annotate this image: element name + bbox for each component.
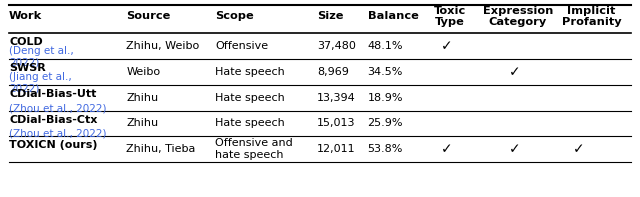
Text: Scope: Scope (215, 11, 254, 21)
Text: 13,394: 13,394 (317, 93, 356, 103)
Text: Toxic
Type: Toxic Type (434, 6, 466, 27)
Text: Balance: Balance (367, 11, 419, 21)
Text: SWSR: SWSR (9, 63, 46, 73)
Text: 15,013: 15,013 (317, 118, 355, 128)
Text: ✓: ✓ (509, 65, 520, 79)
Text: (Zhou et al., 2022): (Zhou et al., 2022) (9, 103, 107, 113)
Text: 37,480: 37,480 (317, 41, 356, 51)
Text: Offensive and
hate speech: Offensive and hate speech (215, 138, 293, 160)
Text: 18.9%: 18.9% (367, 93, 403, 103)
Text: 34.5%: 34.5% (367, 67, 403, 77)
Text: TOXICN (ours): TOXICN (ours) (9, 140, 98, 151)
Text: 8,969: 8,969 (317, 67, 349, 77)
Text: 53.8%: 53.8% (367, 144, 403, 154)
Text: Weibo: Weibo (127, 67, 161, 77)
Text: 25.9%: 25.9% (367, 118, 403, 128)
Text: ✓: ✓ (441, 142, 452, 156)
Text: (Jiang et al.,
2022): (Jiang et al., 2022) (9, 72, 72, 93)
Text: Zhihu: Zhihu (127, 93, 159, 103)
Text: Work: Work (9, 11, 42, 21)
Text: ✓: ✓ (509, 142, 520, 156)
Text: Zhihu: Zhihu (127, 118, 159, 128)
Text: 48.1%: 48.1% (367, 41, 403, 51)
Text: Zhihu, Weibo: Zhihu, Weibo (127, 41, 200, 51)
Text: Zhihu, Tieba: Zhihu, Tieba (127, 144, 196, 154)
Text: Expression
Category: Expression Category (483, 6, 553, 27)
Text: ✓: ✓ (441, 39, 452, 53)
Text: COLD: COLD (9, 37, 43, 47)
Text: Implicit
Profanity: Implicit Profanity (562, 6, 621, 27)
Text: Hate speech: Hate speech (215, 118, 285, 128)
Text: (Zhou et al., 2022): (Zhou et al., 2022) (9, 129, 107, 139)
Text: CDial-Bias-Ctx: CDial-Bias-Ctx (9, 115, 97, 125)
Text: Size: Size (317, 11, 343, 21)
Text: ✓: ✓ (573, 142, 585, 156)
Text: (Deng et al.,
2022): (Deng et al., 2022) (9, 46, 74, 67)
Text: CDial-Bias-Utt: CDial-Bias-Utt (9, 89, 97, 99)
Text: Source: Source (127, 11, 171, 21)
Text: Hate speech: Hate speech (215, 67, 285, 77)
Text: Hate speech: Hate speech (215, 93, 285, 103)
Text: Offensive: Offensive (215, 41, 268, 51)
Text: 12,011: 12,011 (317, 144, 355, 154)
